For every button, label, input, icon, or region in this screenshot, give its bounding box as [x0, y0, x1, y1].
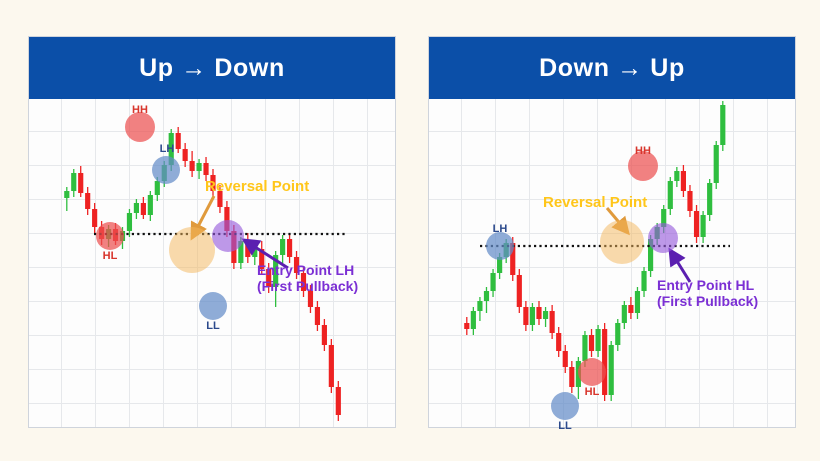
- panel-title: Down → Up: [539, 53, 685, 82]
- panel-down-to-up: Down → Up: [428, 36, 796, 428]
- panel-up-to-down: Up → Down: [28, 36, 396, 428]
- panel-header-down-to-up: Down → Up: [429, 37, 795, 99]
- candlestick-chart-up-to-down: [29, 99, 395, 427]
- chart-vector-layer: [464, 101, 726, 401]
- candlestick-chart-down-to-up: [429, 99, 795, 427]
- chart-vector-layer: [64, 127, 341, 421]
- panel-title: Up → Down: [139, 53, 285, 82]
- panel-header-up-to-down: Up → Down: [29, 37, 395, 99]
